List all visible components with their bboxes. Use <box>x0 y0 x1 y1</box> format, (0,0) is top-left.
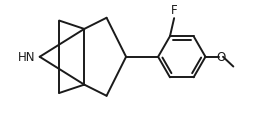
Text: F: F <box>171 4 178 17</box>
Text: O: O <box>216 51 225 64</box>
Text: HN: HN <box>18 51 36 64</box>
